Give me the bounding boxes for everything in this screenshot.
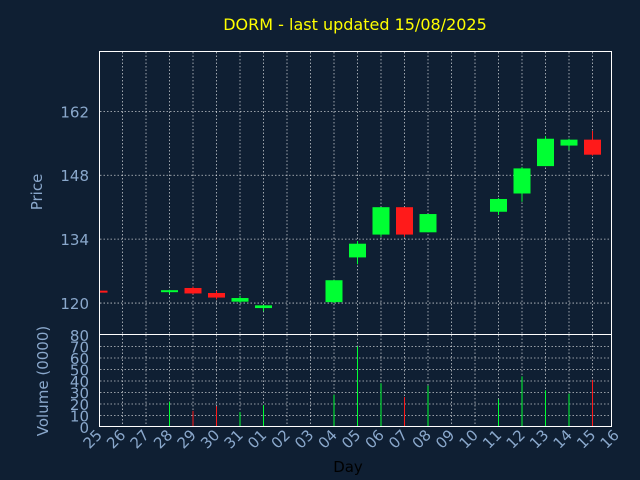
x-tick-label: 31 xyxy=(221,426,247,452)
price-axis-label: Price xyxy=(28,174,46,211)
candle-body xyxy=(349,243,366,258)
x-tick-label: 07 xyxy=(385,426,411,452)
candle-body xyxy=(161,290,178,293)
candle-body xyxy=(100,290,108,293)
price-tick-label: 120 xyxy=(60,295,89,313)
candle-body xyxy=(231,298,249,302)
x-tick-label: 26 xyxy=(103,426,129,452)
candle-body xyxy=(490,198,507,212)
x-tick-label: 05 xyxy=(338,426,364,452)
volume-bars xyxy=(169,346,593,427)
volume-tick-label: 80 xyxy=(70,327,89,345)
x-tick-label: 12 xyxy=(503,426,529,452)
x-tick-label: 28 xyxy=(150,426,176,452)
x-tick-label: 27 xyxy=(127,426,153,452)
candle-body xyxy=(396,207,413,235)
candle-body xyxy=(419,214,437,233)
x-tick-label: 15 xyxy=(573,426,599,452)
x-axis-label: Day xyxy=(333,458,363,476)
volume-tick-label: 70 xyxy=(70,339,89,357)
volume-tick-label: 40 xyxy=(70,373,89,391)
candle-body xyxy=(584,139,601,155)
candle-body xyxy=(325,280,343,303)
candle-body xyxy=(372,207,390,235)
x-tick-label: 04 xyxy=(315,426,341,452)
candle-body xyxy=(184,287,202,294)
candle-body xyxy=(513,168,531,194)
x-tick-label: 03 xyxy=(291,426,317,452)
x-tick-labels: 2526272829303101020304050607080910111213… xyxy=(80,426,623,452)
volume-tick-label: 60 xyxy=(70,350,89,368)
x-tick-label: 13 xyxy=(526,426,552,452)
price-tick-labels: 120 134 148 162 xyxy=(60,103,89,313)
x-tick-label: 30 xyxy=(197,426,223,452)
x-tick-label: 06 xyxy=(362,426,388,452)
volume-tick-label: 10 xyxy=(70,408,89,426)
x-tick-label: 01 xyxy=(244,426,270,452)
volume-tick-label: 0 xyxy=(79,419,89,437)
candle-body xyxy=(208,293,225,298)
candle-body xyxy=(255,305,272,309)
volume-axis-label: Volume (0000) xyxy=(34,326,52,436)
x-tick-label: 10 xyxy=(456,426,482,452)
x-tick-label: 11 xyxy=(479,426,505,452)
candles xyxy=(100,130,601,312)
x-tick-label: 09 xyxy=(432,426,458,452)
volume-tick-label: 30 xyxy=(70,385,89,403)
volume-grid xyxy=(100,335,612,427)
x-tick-label: 02 xyxy=(268,426,294,452)
chart-title: DORM - last updated 15/08/2025 xyxy=(223,15,487,34)
price-grid xyxy=(100,52,612,335)
x-tick-label: 16 xyxy=(597,426,623,452)
volume-tick-label: 20 xyxy=(70,396,89,414)
candle-body xyxy=(537,138,554,167)
volume-tick-label: 50 xyxy=(70,362,89,380)
x-tick-label: 14 xyxy=(550,426,576,452)
volume-panel-frame xyxy=(99,334,612,427)
x-tick-label: 08 xyxy=(409,426,435,452)
price-tick-label: 162 xyxy=(60,103,89,121)
price-tick-label: 148 xyxy=(60,167,89,185)
candle-body xyxy=(560,139,578,146)
x-tick-label: 29 xyxy=(174,426,200,452)
price-tick-label: 134 xyxy=(60,231,89,249)
